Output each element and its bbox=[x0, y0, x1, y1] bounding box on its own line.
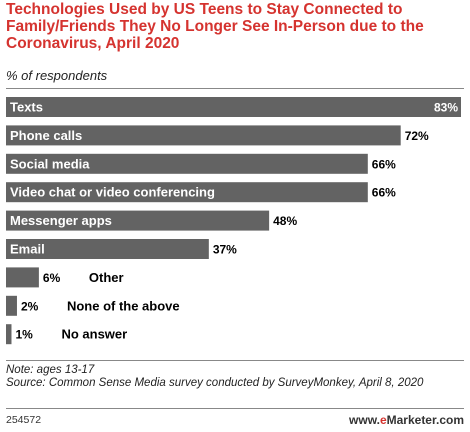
category-label: Email bbox=[10, 242, 45, 257]
category-label: None of the above bbox=[67, 298, 180, 313]
chart-source: Source: Common Sense Media survey conduc… bbox=[6, 377, 424, 389]
bar-other bbox=[6, 267, 39, 288]
top-divider bbox=[6, 88, 464, 89]
value-label: 1% bbox=[15, 328, 33, 342]
chart-subtitle: % of respondents bbox=[6, 68, 108, 83]
value-label: 83% bbox=[434, 101, 458, 115]
value-label: 66% bbox=[372, 186, 396, 200]
value-label: 48% bbox=[273, 214, 297, 228]
bar-none-of-the-above bbox=[6, 295, 17, 316]
brand-prefix: www. bbox=[349, 413, 380, 427]
chart-title: Technologies Used by US Teens to Stay Co… bbox=[6, 1, 424, 52]
category-label: Social media bbox=[10, 156, 90, 171]
bar-video-chat-or-video-conferencing bbox=[6, 182, 368, 203]
value-label: 6% bbox=[43, 271, 61, 285]
footer-divider bbox=[6, 408, 464, 409]
chart-id: 254572 bbox=[6, 414, 42, 426]
value-label: 72% bbox=[405, 129, 429, 143]
bar-email bbox=[6, 239, 209, 259]
bottom-divider bbox=[6, 360, 464, 361]
brand-suffix: Marketer.com bbox=[386, 413, 464, 427]
bar-no-answer bbox=[6, 324, 12, 345]
value-label: 37% bbox=[213, 243, 237, 257]
category-label: Texts bbox=[10, 100, 43, 115]
bar-messenger-apps bbox=[6, 210, 270, 231]
brand-accent: e bbox=[379, 413, 387, 427]
bar-chart: Texts 83% Phone calls 72% Social media 66% Vid… bbox=[6, 97, 461, 345]
category-label: No answer bbox=[61, 327, 127, 342]
category-label: Messenger apps bbox=[10, 213, 112, 228]
category-label: Phone calls bbox=[10, 128, 82, 143]
category-label: Other bbox=[89, 270, 124, 285]
bar-social-media bbox=[6, 153, 368, 174]
brand-logo: www.eMarketer.com bbox=[349, 413, 464, 427]
chart-note: Note: ages 13-17 bbox=[6, 364, 95, 376]
value-label: 2% bbox=[21, 299, 39, 313]
value-label: 66% bbox=[372, 157, 396, 171]
bar-phone-calls bbox=[6, 125, 401, 146]
category-label: Video chat or video conferencing bbox=[10, 185, 215, 200]
bar-texts bbox=[6, 97, 461, 117]
